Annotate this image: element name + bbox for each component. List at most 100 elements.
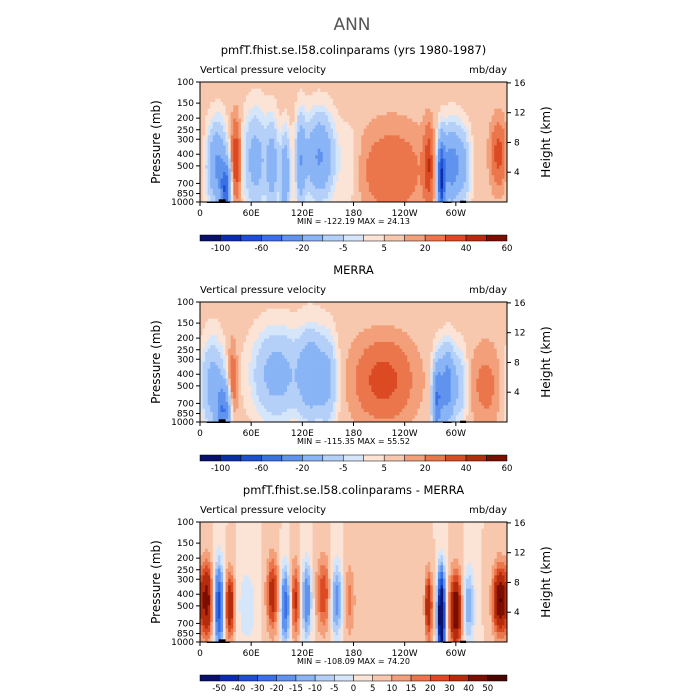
heatmap-cell <box>450 102 454 106</box>
heatmap-cell <box>443 122 446 126</box>
heatmap-cell <box>276 312 280 316</box>
heatmap-cell <box>238 312 242 316</box>
heatmap-cell <box>371 132 375 136</box>
heatmap-cell <box>404 125 408 130</box>
heatmap-cell <box>325 152 329 156</box>
heatmap-cell <box>281 95 285 100</box>
heatmap-cell <box>207 85 211 90</box>
heatmap-cell <box>353 92 357 96</box>
heatmap-cell <box>356 85 360 90</box>
heatmap-cell <box>256 128 260 133</box>
heatmap-cell <box>243 185 247 190</box>
heatmap-cell <box>443 158 446 163</box>
heatmap-cell <box>284 302 288 306</box>
heatmap-cell <box>312 168 316 173</box>
heatmap-cell <box>435 132 439 136</box>
heatmap-cell <box>228 142 232 146</box>
heatmap-cell <box>445 305 449 310</box>
heatmap-cell <box>358 302 362 306</box>
heatmap-cell <box>468 168 472 173</box>
heatmap-cell <box>420 135 423 140</box>
heatmap-cell <box>261 88 265 93</box>
heatmap-cell <box>430 178 434 183</box>
heatmap-cell <box>379 195 383 200</box>
heatmap-cell <box>297 312 301 316</box>
heatmap-cell <box>307 108 311 113</box>
heatmap-cell <box>476 155 480 160</box>
heatmap-cell <box>271 102 275 106</box>
colorbar-swatch <box>343 234 364 242</box>
heatmap-cell <box>476 165 480 170</box>
heatmap-cell <box>440 198 444 203</box>
heatmap-cell <box>448 115 452 120</box>
heatmap-cell <box>394 308 398 313</box>
heatmap-cell <box>261 85 265 90</box>
heatmap-cell <box>504 118 508 123</box>
heatmap-cell <box>243 182 247 186</box>
heatmap-cell <box>407 128 411 133</box>
heatmap-cell <box>373 185 377 190</box>
heatmap-cell <box>335 142 339 146</box>
heatmap-cell <box>448 148 452 153</box>
heatmap-cell <box>425 82 429 86</box>
heatmap-cell <box>437 128 441 133</box>
y-tick-label: 1000 <box>171 198 194 208</box>
heatmap-cell <box>381 85 385 90</box>
heatmap-cell <box>363 162 367 166</box>
heatmap-cell <box>399 308 403 313</box>
heatmap-cell <box>353 302 357 306</box>
heatmap-cell <box>248 192 252 196</box>
heatmap-cell <box>496 198 500 203</box>
heatmap-cell <box>228 178 232 183</box>
heatmap-cell <box>263 105 267 110</box>
heatmap-cell <box>230 175 234 180</box>
heatmap-cell <box>338 135 342 140</box>
heatmap-cell <box>302 175 306 180</box>
heatmap-cell <box>292 165 296 170</box>
heatmap-cell <box>317 138 321 143</box>
heatmap-cell <box>443 108 446 113</box>
heatmap-cell <box>468 115 472 120</box>
heatmap-cell <box>276 118 280 123</box>
heatmap-cell <box>379 198 383 203</box>
heatmap-cell <box>417 192 421 196</box>
heatmap-cell <box>504 308 508 313</box>
heatmap-cell <box>430 168 434 173</box>
heatmap-cell <box>417 148 421 153</box>
heatmap-cell <box>435 302 439 306</box>
heatmap-cell <box>286 162 290 166</box>
heatmap-cell <box>368 195 372 200</box>
heatmap-cell <box>414 175 418 180</box>
heatmap-cell <box>271 168 275 173</box>
heatmap-cell <box>340 92 344 96</box>
heatmap-cell <box>358 305 362 310</box>
heatmap-cell <box>340 188 344 193</box>
heatmap-cell <box>468 302 472 306</box>
heatmap-cell <box>253 142 257 146</box>
heatmap-cell <box>358 92 362 96</box>
heatmap-cell <box>228 175 232 180</box>
heatmap-cell <box>363 145 367 150</box>
heatmap-cell <box>240 115 244 120</box>
heatmap-cell <box>386 135 390 140</box>
heatmap-cell <box>276 308 280 313</box>
heatmap-cell <box>286 82 290 86</box>
heatmap-cell <box>358 112 362 116</box>
heatmap-cell <box>230 108 234 113</box>
heatmap-cell <box>233 88 237 93</box>
heatmap-cell <box>427 198 431 203</box>
heatmap-cell <box>494 192 498 196</box>
heatmap-cell <box>256 125 260 130</box>
heatmap-cell <box>256 142 260 146</box>
heatmap-cell <box>217 115 221 120</box>
heatmap-cell <box>368 138 372 143</box>
heatmap-cell <box>312 132 316 136</box>
heatmap-cell <box>455 162 459 166</box>
heatmap-cell <box>412 105 416 110</box>
heatmap-cell <box>417 85 421 90</box>
heatmap-cell <box>350 172 354 176</box>
heatmap-cell <box>335 102 339 106</box>
heatmap-cell <box>215 122 219 126</box>
heatmap-cell <box>281 308 285 313</box>
heatmap-cell <box>473 82 477 86</box>
